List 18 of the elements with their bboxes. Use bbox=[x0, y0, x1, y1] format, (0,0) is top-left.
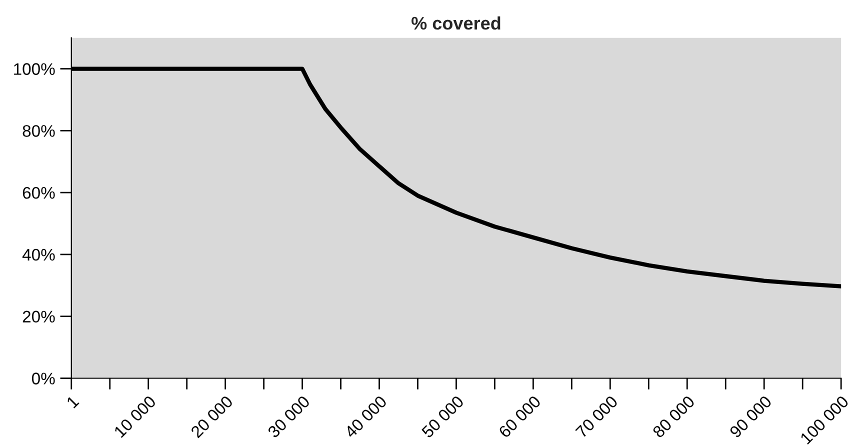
x-tick-label: 90 000 bbox=[728, 394, 772, 438]
y-tick-label: 80% bbox=[22, 125, 55, 137]
x-tick-label: 20 000 bbox=[190, 394, 234, 438]
x-tick-label: 60 000 bbox=[498, 394, 542, 438]
chart-title: % covered bbox=[412, 16, 500, 30]
x-tick-label: 40 000 bbox=[344, 394, 388, 439]
y-tick-label: 100% bbox=[14, 63, 55, 75]
y-tick-label: 40% bbox=[22, 248, 55, 261]
y-tick-label: 0% bbox=[32, 372, 55, 384]
x-tick-label: 50 000 bbox=[420, 394, 464, 438]
x-tick-label: 30 000 bbox=[267, 394, 310, 438]
x-tick-label: 1 bbox=[66, 395, 80, 408]
y-tick-label: 20% bbox=[22, 310, 55, 323]
x-tick-label: 10 000 bbox=[114, 394, 157, 438]
x-tick-label: 70 000 bbox=[575, 394, 618, 438]
x-tick-label: 100 000 bbox=[800, 394, 850, 445]
y-tick-label: 60% bbox=[22, 186, 55, 199]
x-tick-label: 80 000 bbox=[652, 394, 696, 438]
